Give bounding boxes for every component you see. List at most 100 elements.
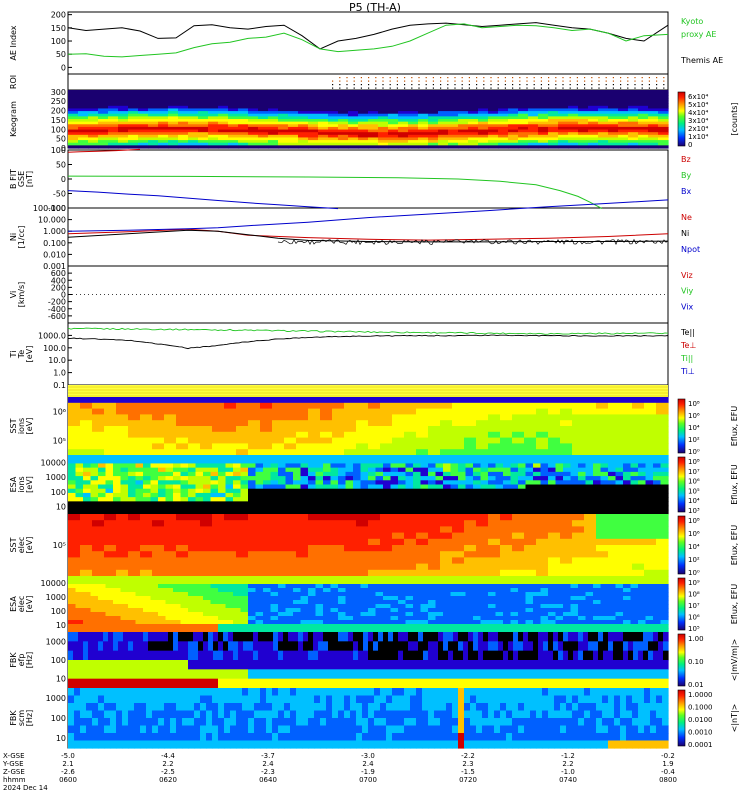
keogram-cell (128, 132, 139, 136)
esa_ion-cell (128, 471, 137, 477)
esa_ion-cell (578, 484, 587, 490)
keogram-cell (88, 126, 99, 131)
esa_elec-cell (338, 588, 347, 593)
esa_ion-cell (195, 480, 204, 486)
esa_ion-cell (180, 455, 189, 460)
keogram-cell (288, 129, 299, 133)
esa_ion-cell (143, 455, 152, 460)
esa_elec-cell (330, 608, 339, 613)
keogram-cell (538, 105, 549, 110)
keogram-cell (498, 126, 509, 131)
keogram-cell (458, 95, 469, 99)
esa_ion-cell (278, 492, 287, 498)
esa_ion-cell (495, 484, 504, 490)
esa_ion-cell (473, 476, 482, 481)
esa_ion-cell (158, 467, 167, 473)
esa_ion-cell (615, 480, 624, 486)
esa_ion-cell (525, 463, 534, 469)
esa_elec-cell (503, 612, 512, 617)
esa_ion-heatmap (68, 455, 669, 515)
sst_ion-cell (404, 431, 417, 439)
sst_ion-cell (332, 397, 345, 404)
keogram-cell (448, 137, 459, 141)
esa_elec-cell (585, 600, 594, 605)
esa_elec-cell (375, 596, 384, 601)
keogram-cell (308, 105, 319, 110)
esa_ion-cell (248, 484, 257, 490)
keogram-cell (138, 134, 149, 139)
sst_ion-cell (200, 437, 213, 444)
sst_elec-cell (416, 532, 429, 540)
sst_elec-cell (404, 532, 417, 540)
fbk_e-cell (153, 669, 159, 680)
esa_ion-cell (180, 467, 189, 473)
esa_ion-cell (375, 501, 384, 507)
esa_elec-cell (495, 608, 504, 613)
fbk_e-cell (178, 641, 184, 652)
keogram-cell (88, 103, 99, 107)
esa_ion-cell (323, 463, 332, 469)
keogram-cell (588, 103, 599, 107)
sst_ion-cell (632, 437, 645, 444)
sst_elec-cell (584, 526, 597, 534)
esa_elec-cell (360, 576, 369, 581)
esa_elec-cell (638, 596, 647, 601)
keogram-cell (578, 103, 589, 107)
sst_elec-cell (308, 532, 321, 540)
esa_ion-cell (435, 505, 444, 511)
esa_ion-cell (120, 497, 129, 502)
keogram-cell (228, 126, 239, 131)
esa_ion-cell (293, 497, 302, 502)
esa_ion-cell (143, 488, 152, 494)
esa_ion-cell (638, 467, 647, 473)
sst_ion-cell (284, 437, 297, 444)
roi-dot (468, 84, 470, 86)
esa_elec-cell (120, 580, 129, 585)
keogram-cell (328, 119, 339, 123)
esa_elec-cell (323, 588, 332, 593)
sst_ion-cell (356, 420, 369, 427)
keogram-cell (578, 134, 589, 139)
keogram-cell (658, 97, 669, 102)
esa_ion-cell (615, 509, 624, 515)
sst_ion-cell (380, 437, 393, 444)
sst_elec-cell (104, 514, 117, 521)
roi-dot (656, 80, 658, 82)
keogram-cell (318, 119, 329, 123)
keogram-cell (448, 92, 459, 96)
sst_elec-cell (188, 569, 201, 577)
sst_elec-cell (356, 569, 369, 577)
keogram-cell (458, 129, 469, 133)
esa_ion-cell (660, 505, 669, 511)
esa_elec-cell (143, 628, 152, 633)
keogram-cell (578, 129, 589, 133)
esa_ion-cell (600, 463, 609, 469)
esa_elec-cell (330, 624, 339, 629)
sst_elec-cell (92, 551, 105, 558)
esa_elec-cell (150, 576, 159, 581)
esa_elec-cell (315, 600, 324, 605)
keogram-cell (158, 145, 169, 149)
sst_elec-cell (560, 538, 573, 546)
keogram-cell (358, 129, 369, 133)
esa_elec-cell (570, 592, 579, 597)
esa_elec-cell (533, 616, 542, 621)
sst_elec-cell (152, 538, 165, 546)
esa_elec-cell (390, 596, 399, 601)
esa_elec-cell (203, 616, 212, 621)
keogram-cell (338, 145, 349, 149)
esa_ion-cell (413, 509, 422, 515)
esa_elec-cell (578, 592, 587, 597)
esa_elec-cell (270, 616, 279, 621)
sst_ion-cell (500, 431, 513, 439)
esa_elec-cell (90, 600, 99, 605)
esa_elec-cell (360, 584, 369, 589)
esa_elec-cell (510, 624, 519, 629)
sst_ion-cell (476, 443, 489, 450)
esa_elec-cell (548, 624, 557, 629)
sst_elec-cell (272, 520, 285, 527)
fbk_e-cell (118, 660, 124, 670)
sst_elec-cell (140, 514, 153, 521)
sst_elec-cell (128, 538, 141, 546)
keogram-cell (128, 119, 139, 123)
